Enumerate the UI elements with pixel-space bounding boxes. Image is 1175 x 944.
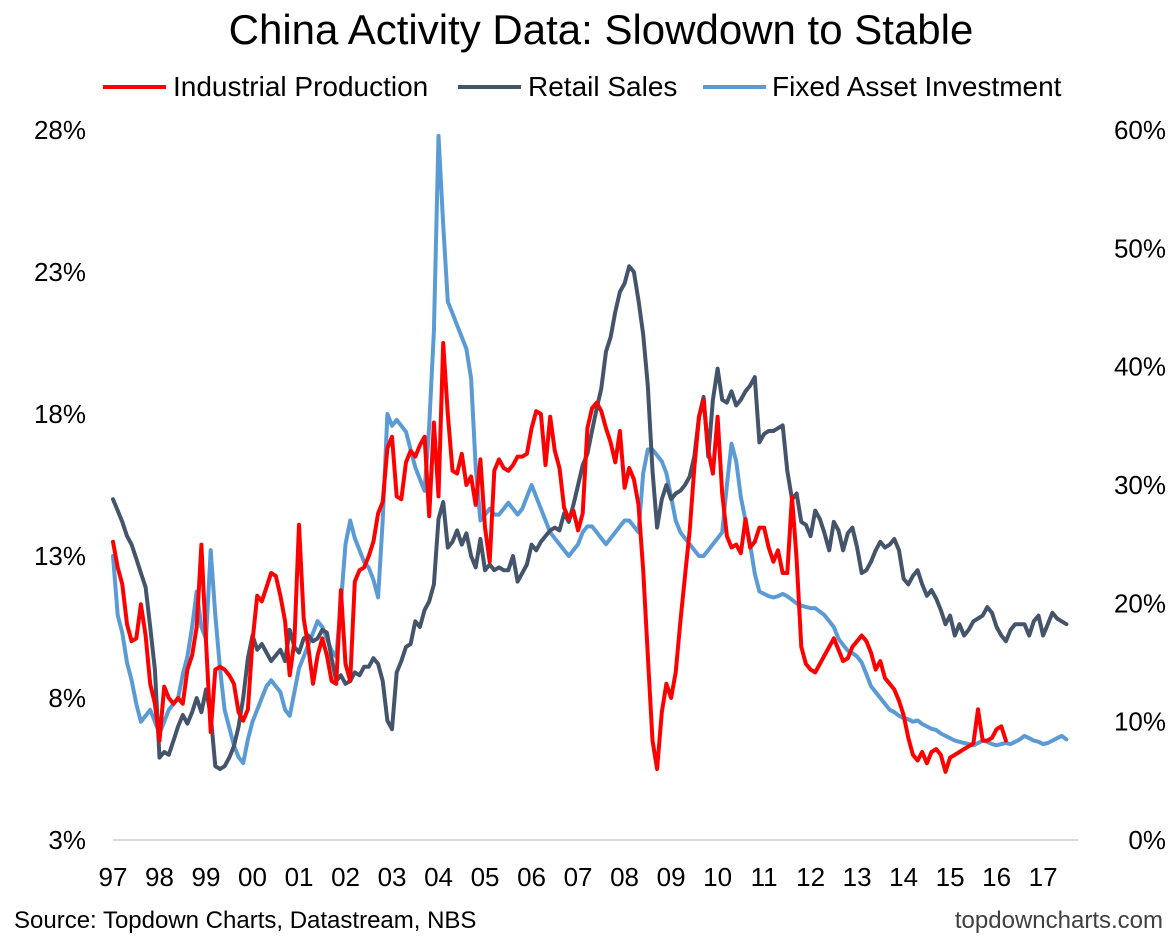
right-tick-label: 60%: [1114, 115, 1166, 145]
legend-label-3: Fixed Asset Investment: [772, 71, 1062, 102]
x-axis: 97 98 99 00 01 02 03 04 05 06 07 08 09 10 11 12 13 14 15 16…: [99, 862, 1058, 892]
plot-area: [111, 133, 1069, 774]
x-tick-label: 04: [424, 862, 453, 892]
left-tick-label: 28%: [34, 115, 86, 145]
x-tick-label: 09: [657, 862, 686, 892]
site-credit: topdowncharts.com: [955, 907, 1163, 934]
x-tick-label: 97: [99, 862, 128, 892]
legend-label-1: Industrial Production: [173, 71, 428, 102]
x-tick-label: 11: [751, 862, 778, 892]
left-tick-label: 23%: [34, 257, 86, 287]
x-tick-label: 15: [936, 862, 965, 892]
right-tick-label: 30%: [1114, 470, 1166, 500]
x-tick-label: 16: [982, 862, 1011, 892]
left-axis: 28% 23% 18% 13% 8% 3%: [34, 115, 86, 855]
left-tick-label: 13%: [34, 541, 86, 571]
right-tick-label: 50%: [1114, 233, 1166, 263]
right-tick-label: 0%: [1128, 825, 1166, 855]
x-tick-label: 08: [610, 862, 639, 892]
x-tick-label: 00: [238, 862, 267, 892]
x-tick-label: 10: [703, 862, 732, 892]
x-tick-label: 06: [517, 862, 546, 892]
x-tick-label: 07: [564, 862, 593, 892]
x-tick-label: 03: [378, 862, 407, 892]
x-tick-label: 02: [331, 862, 360, 892]
right-tick-label: 40%: [1114, 352, 1166, 382]
x-tick-label: 98: [145, 862, 174, 892]
x-tick-label: 05: [471, 862, 500, 892]
left-tick-label: 18%: [34, 399, 86, 429]
x-tick-label: 14: [889, 862, 918, 892]
series-line-retail-sales: [111, 264, 1069, 771]
chart-title: China Activity Data: Slowdown to Stable: [229, 6, 974, 53]
right-axis: 60% 50% 40% 30% 20% 10% 0%: [1114, 115, 1166, 855]
right-tick-label: 10%: [1114, 707, 1166, 737]
series-line-fixed-asset-investment: [111, 133, 1069, 766]
series-line-industrial-production: [111, 341, 1008, 774]
legend-label-2: Retail Sales: [528, 71, 677, 102]
left-tick-label: 8%: [48, 683, 86, 713]
source-note: Source: Topdown Charts, Datastream, NBS: [14, 907, 476, 934]
right-tick-label: 20%: [1114, 588, 1166, 618]
x-tick-label: 01: [285, 862, 314, 892]
x-tick-label: 12: [796, 862, 825, 892]
legend: Industrial Production Retail Sales Fixed A…: [103, 71, 1062, 102]
x-tick-label: 99: [192, 862, 221, 892]
x-tick-label: 13: [843, 862, 872, 892]
left-tick-label: 3%: [48, 825, 86, 855]
x-tick-label: 17: [1029, 862, 1058, 892]
